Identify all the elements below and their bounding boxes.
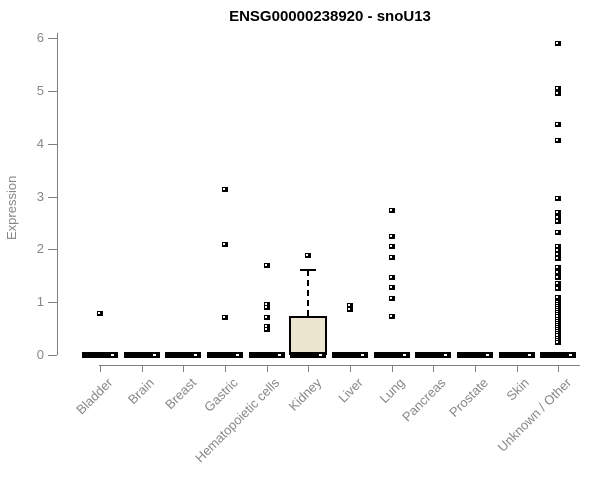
outlier-point: [222, 314, 228, 320]
outlier-point: [555, 215, 562, 221]
outlier-point: [388, 244, 395, 250]
outlier-point: [263, 314, 270, 320]
outlier-point: [263, 323, 270, 329]
x-tick-label: Unknown / Other: [494, 375, 574, 455]
outlier-point: [555, 281, 562, 287]
x-tick: [475, 365, 477, 372]
x-tick-label: Bladder: [73, 375, 116, 418]
y-tick: [48, 90, 57, 92]
outlier-point: [347, 307, 354, 313]
y-tick-label: 4: [36, 135, 44, 151]
median-bar: [415, 352, 452, 358]
x-tick-label: Skin: [503, 375, 533, 404]
outlier-point: [305, 253, 312, 259]
x-tick: [391, 365, 393, 372]
outlier-point: [222, 242, 228, 248]
median-bar: [332, 352, 369, 358]
outlier-point: [555, 86, 562, 92]
x-tick-label: Lung: [376, 375, 408, 407]
outlier-point: [555, 256, 562, 262]
median-bar: [248, 352, 285, 358]
y-tick-label: 5: [36, 82, 44, 98]
y-tick-label: 6: [36, 30, 44, 46]
median-bar: [457, 352, 494, 358]
box: [289, 315, 328, 355]
x-tick-label: Kidney: [285, 375, 324, 414]
median-bar: [82, 352, 118, 358]
outlier-point: [555, 122, 562, 128]
outlier-point: [555, 229, 562, 235]
x-tick: [308, 365, 310, 372]
outlier-point: [555, 269, 562, 275]
outlier-point: [555, 40, 562, 46]
outlier-point: [555, 274, 562, 280]
outlier-point: [555, 247, 562, 253]
y-tick: [48, 143, 57, 145]
x-tick: [100, 365, 101, 372]
outlier-point: [388, 208, 395, 214]
outlier-point: [388, 255, 395, 261]
x-tick-label: Gastric: [200, 375, 241, 415]
outlier-point: [388, 313, 395, 319]
outlier-point: [555, 196, 562, 202]
outlier-point: [555, 243, 562, 249]
x-tick: [433, 365, 435, 372]
outlier-point: [388, 274, 395, 280]
outlier-point: [555, 252, 562, 258]
x-tick: [516, 365, 518, 372]
outlier-point: [555, 137, 562, 143]
y-axis-line: [57, 33, 58, 355]
outlier-point: [263, 327, 270, 333]
y-tick: [48, 38, 57, 40]
y-tick-label: 1: [36, 294, 44, 310]
median-bar: [373, 352, 410, 358]
y-tick-label: 2: [36, 241, 44, 257]
whisker: [307, 269, 310, 316]
y-tick: [48, 196, 57, 198]
x-tick-label: Pancreas: [399, 375, 449, 425]
median-bar: [207, 352, 243, 358]
median-bar: [540, 352, 577, 358]
y-tick: [48, 302, 57, 304]
outlier-point: [555, 218, 562, 224]
outlier-point: [555, 339, 562, 345]
x-tick-label: Breast: [161, 375, 199, 413]
outlier-point: [97, 311, 103, 317]
outlier-point: [555, 265, 562, 271]
outlier-point: [388, 234, 395, 240]
x-tick: [350, 365, 352, 372]
x-tick: [266, 365, 268, 372]
outlier-point: [555, 210, 562, 216]
x-tick: [141, 365, 143, 372]
x-tick: [558, 365, 560, 372]
outlier-point: [388, 295, 395, 301]
y-tick: [48, 249, 57, 251]
outlier-point: [347, 302, 354, 308]
median-bar: [498, 352, 535, 358]
outlier-point: [555, 90, 562, 96]
y-tick-label: 3: [36, 188, 44, 204]
y-tick-label: 0: [36, 347, 44, 362]
outlier-point: [222, 187, 228, 193]
outlier-point: [263, 304, 270, 310]
outlier-point: [555, 294, 562, 300]
outlier-point: [263, 263, 270, 269]
outlier-point: [555, 285, 562, 291]
median-bar: [290, 352, 327, 358]
outlier-point: [388, 284, 395, 290]
x-tick-label: Prostate: [445, 375, 491, 420]
x-tick: [225, 365, 226, 372]
x-tick-label: Brain: [125, 375, 158, 408]
median-bar: [165, 352, 202, 358]
x-tick: [183, 365, 185, 372]
x-tick-label: Liver: [335, 375, 366, 406]
x-axis-line: [99, 365, 580, 366]
y-tick: [48, 355, 57, 356]
chart-title: ENSG00000238920 - snoU13: [229, 8, 431, 25]
whisker-cap: [300, 268, 317, 271]
median-bar: [123, 352, 160, 358]
outlier-point: [263, 301, 270, 307]
